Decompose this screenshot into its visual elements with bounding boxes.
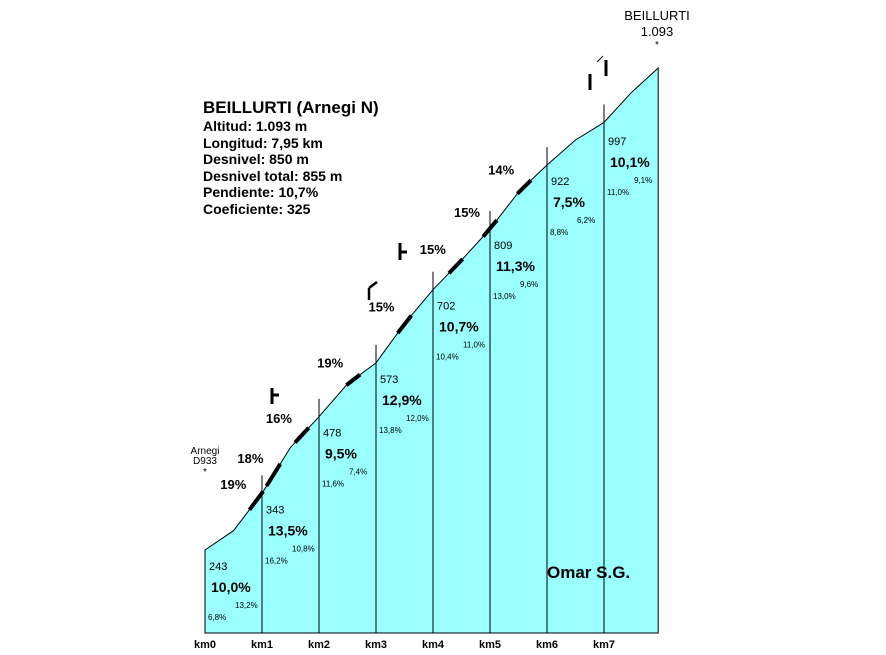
segment-sub-gradient: 7,4% (349, 468, 367, 477)
km-tick-label: km0 (194, 639, 216, 651)
signpost-icon (398, 243, 407, 260)
steep-section-label: 15% (368, 300, 394, 315)
peak-marker: * (655, 40, 659, 51)
segment-sub-gradient: 6,8% (208, 613, 226, 622)
author-credit: Omar S.G. (547, 563, 630, 582)
steep-section-mark (481, 218, 499, 238)
steep-section-mark (345, 373, 362, 387)
peak-altitude: 1.093 (641, 24, 674, 39)
segment-sub-gradient: 13,8% (379, 426, 402, 435)
km-gridlines: km0 243 10,0% 6,8% 13,2% km1 343 13,5% 16,2% 10,8… (194, 104, 659, 651)
segment-start-altitude: 343 (266, 504, 284, 516)
km-tick-label: km4 (422, 639, 445, 651)
segment-sub-gradient: 9,1% (634, 176, 652, 185)
segment-start-altitude: 478 (323, 428, 341, 440)
segment-start-altitude: 922 (551, 176, 569, 188)
segment-sub-gradient: 11,0% (463, 341, 485, 350)
segment-gradient: 7,5% (553, 194, 585, 210)
steep-section-label: 19% (220, 477, 246, 492)
steep-section-label: 18% (237, 451, 263, 466)
segment-sub-gradient: 6,2% (577, 216, 595, 225)
info-total-gain: Desnivel total: 855 m (203, 168, 342, 184)
info-altitude: Altitud: 1.093 m (203, 118, 307, 134)
segment-sub-gradient: 13,0% (493, 292, 516, 301)
km-tick-label: km7 (593, 639, 615, 651)
segment-sub-gradient: 10,4% (436, 353, 459, 362)
steep-section-label: 15% (420, 242, 446, 257)
segment-gradient: 9,5% (325, 446, 357, 462)
segment-sub-gradient: 11,6% (322, 480, 344, 489)
start-road: D933 (193, 456, 217, 467)
steep-section-mark (247, 490, 265, 511)
segment-gradient: 11,3% (496, 258, 535, 274)
info-length: Longitud: 7,95 km (203, 135, 323, 151)
steep-section-mark (515, 178, 533, 196)
signpost-icon (270, 388, 279, 404)
steep-section-mark (447, 257, 465, 275)
steep-section-mark (396, 314, 413, 335)
segment-sub-gradient: 12,0% (406, 414, 429, 423)
segment-sub-gradient: 13,2% (235, 601, 258, 610)
segment-gradient: 10,0% (211, 579, 251, 595)
info-gradient: Pendiente: 10,7% (203, 184, 319, 200)
segment-sub-gradient: 16,2% (265, 556, 288, 565)
segment-sub-gradient: 11,0% (607, 188, 629, 197)
km-tick-label: km3 (365, 639, 387, 651)
steep-section-label: 14% (488, 163, 514, 178)
start-marker: * (203, 467, 207, 478)
steep-sections: 19% 18% 16% 19% 15% 15% 15% 14% (220, 163, 533, 511)
km-tick-label: km2 (308, 639, 330, 651)
segment-sub-gradient: 10,8% (292, 544, 315, 553)
segment-gradient: 12,9% (382, 392, 422, 408)
info-elevation-gain: Desnivel: 850 m (203, 151, 309, 167)
segment-start-altitude: 243 (209, 561, 227, 573)
peak-label: BEILLURTI 1.093 * (624, 8, 690, 51)
segment-gradient: 10,1% (610, 154, 650, 170)
segment-start-altitude: 702 (437, 301, 455, 313)
segment-sub-gradient: 8,8% (550, 228, 568, 237)
signpost-icon (367, 281, 378, 300)
km-tick-label: km6 (536, 639, 558, 651)
steep-section-label: 15% (454, 205, 480, 220)
start-label: Arnegi D933 * (191, 446, 220, 478)
info-box: BEILLURTI (Arnegi N) Altitud: 1.093 m Lo… (203, 98, 379, 217)
segment-start-altitude: 573 (380, 374, 398, 386)
peak-name: BEILLURTI (624, 8, 690, 23)
steep-section-mark (264, 462, 282, 487)
summit-signpost-icon (588, 55, 608, 90)
segment-start-altitude: 997 (608, 136, 626, 148)
segment-sub-gradient: 9,6% (520, 280, 538, 289)
km-tick-label: km5 (479, 639, 501, 651)
steep-section-label: 16% (266, 411, 292, 426)
segment-gradient: 10,7% (439, 319, 479, 335)
info-coefficient: Coeficiente: 325 (203, 201, 311, 217)
info-title: BEILLURTI (Arnegi N) (203, 98, 379, 117)
steep-section-label: 19% (317, 356, 343, 371)
start-name: Arnegi (191, 446, 220, 457)
segment-start-altitude: 809 (494, 240, 512, 252)
segment-gradient: 13,5% (268, 522, 308, 538)
km-tick-label: km1 (251, 639, 273, 651)
road-signs (270, 55, 608, 404)
steep-section-mark (293, 426, 311, 444)
